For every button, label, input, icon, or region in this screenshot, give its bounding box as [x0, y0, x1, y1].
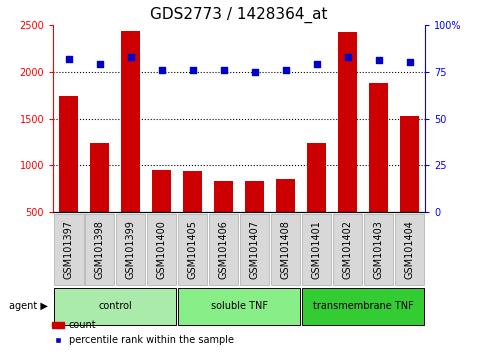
Text: GSM101404: GSM101404	[405, 220, 414, 279]
Bar	[85, 214, 114, 285]
Text: GSM101400: GSM101400	[156, 220, 167, 279]
Point	[127, 54, 134, 59]
Text: GSM101408: GSM101408	[281, 220, 291, 279]
Bar	[121, 32, 140, 259]
Point	[282, 67, 289, 73]
Text: transmembrane TNF: transmembrane TNF	[313, 301, 413, 311]
Bar	[302, 287, 425, 325]
Bar	[302, 214, 331, 285]
Text: GSM101403: GSM101403	[373, 220, 384, 279]
Bar	[209, 214, 239, 285]
Point	[313, 61, 320, 67]
Bar	[245, 181, 264, 259]
Text: GSM101397: GSM101397	[64, 220, 73, 279]
Text: GSM101406: GSM101406	[219, 220, 228, 279]
Bar	[364, 214, 394, 285]
Text: agent ▶: agent ▶	[10, 301, 48, 311]
Bar	[240, 214, 270, 285]
Text: GSM101407: GSM101407	[250, 220, 259, 279]
Text: control: control	[98, 301, 132, 311]
Point	[189, 67, 197, 73]
Point	[96, 61, 103, 67]
Bar	[400, 116, 419, 259]
Point	[158, 67, 166, 73]
Text: GSM101405: GSM101405	[187, 220, 198, 279]
Bar	[178, 214, 208, 285]
Point	[406, 59, 413, 65]
Bar	[184, 171, 202, 259]
Text: GSM101402: GSM101402	[342, 220, 353, 279]
Bar	[90, 143, 109, 259]
Point	[251, 69, 258, 74]
Bar	[307, 143, 326, 259]
Bar	[152, 170, 171, 259]
Bar	[276, 179, 295, 259]
Bar	[59, 96, 78, 259]
Bar	[214, 181, 233, 259]
Bar	[369, 83, 388, 259]
Bar	[178, 287, 300, 325]
Bar	[54, 214, 84, 285]
Bar	[116, 214, 145, 285]
Point	[375, 58, 383, 63]
Bar	[270, 214, 300, 285]
Legend: count, percentile rank within the sample: count, percentile rank within the sample	[48, 316, 238, 349]
Bar	[54, 287, 176, 325]
Bar	[338, 32, 357, 259]
Text: GSM101401: GSM101401	[312, 220, 322, 279]
Point	[65, 56, 72, 61]
Bar	[395, 214, 425, 285]
Point	[344, 54, 352, 59]
Title: GDS2773 / 1428364_at: GDS2773 / 1428364_at	[150, 7, 328, 23]
Point	[220, 67, 227, 73]
Bar	[333, 214, 362, 285]
Text: GSM101398: GSM101398	[95, 220, 105, 279]
Text: soluble TNF: soluble TNF	[211, 301, 268, 311]
Text: GSM101399: GSM101399	[126, 220, 136, 279]
Bar	[147, 214, 176, 285]
